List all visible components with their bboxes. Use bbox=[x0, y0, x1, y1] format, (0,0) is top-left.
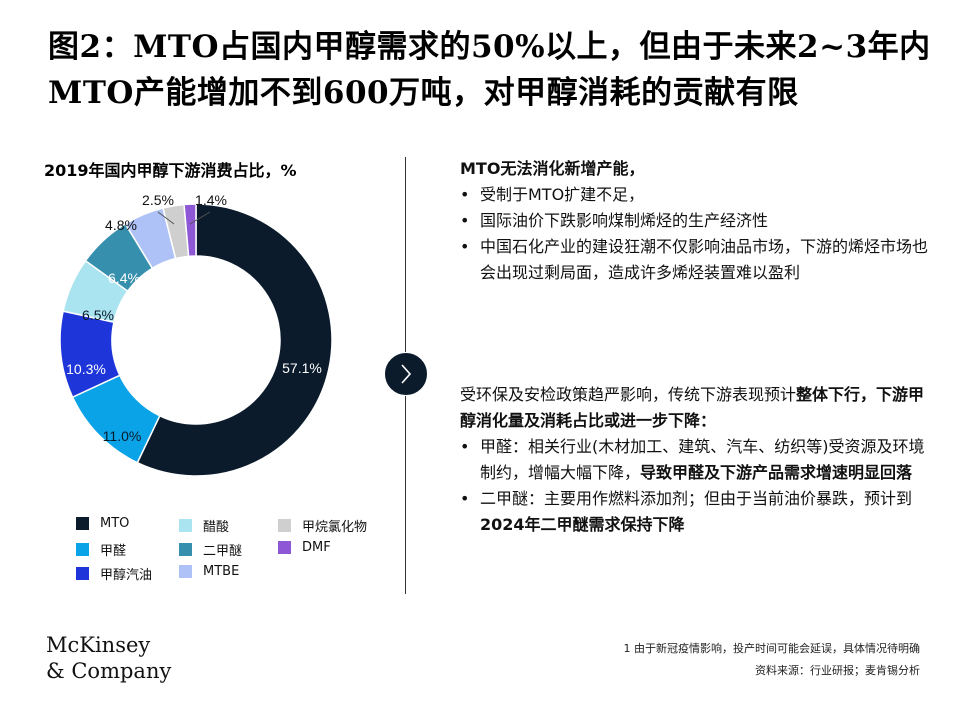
list-item: • 二甲醚：主要用作燃料添加剂；但由于当前油价暴跌，预计到2024年二甲醚需求保… bbox=[460, 489, 913, 534]
data-label-甲醛: 11.0% bbox=[103, 428, 142, 444]
legend-item: MTBE bbox=[179, 564, 239, 579]
leader-line bbox=[189, 211, 211, 225]
leader-line bbox=[157, 211, 175, 225]
data-label-MTO: 57.1% bbox=[282, 360, 322, 376]
footnote: 1 由于新冠疫情影响，投产时间可能会延误，具体情况待明确 资料来源：行业研报；麦… bbox=[624, 638, 921, 682]
legend-item: 甲醛 bbox=[76, 540, 126, 559]
legend-swatch bbox=[179, 543, 192, 556]
bullet-text: 中国石化产业的建设狂潮不仅影响油品市场，下游的烯烃市场也会出现过剩局面，造成许多… bbox=[480, 237, 929, 282]
legend-item: MTO bbox=[76, 516, 129, 531]
legend-label: 甲醛 bbox=[100, 544, 127, 559]
list-item: • 中国石化产业的建设狂潮不仅影响油品市场，下游的烯烃市场也会出现过剩局面，造成许… bbox=[460, 234, 930, 286]
block2-intro-plain: 受环保及安检政策趋严影响，传统下游表现预计 bbox=[460, 385, 797, 404]
chevron-right-icon bbox=[384, 352, 428, 396]
block2-intro-bold: 整体下行，下游甲醇消化量及消耗占比或进一步下降： bbox=[460, 385, 925, 430]
logo-line-2: & Company bbox=[46, 659, 172, 683]
bullet-text: 国际油价下跌影响煤制烯烃的生产经济性 bbox=[480, 211, 769, 230]
legend-item: DMF bbox=[278, 540, 331, 555]
list-item: • 国际油价下跌影响煤制烯烃的生产经济性 bbox=[460, 208, 930, 234]
page-title: 图2：MTO占国内甲醇需求的50%以上，但由于未来2~3年内MTO产能增加不到6… bbox=[48, 29, 931, 111]
data-label-MTBE: 4.8% bbox=[105, 217, 137, 233]
legend-item: 二甲醚 bbox=[179, 540, 242, 559]
legend-label: DMF bbox=[302, 540, 331, 555]
block1-heading: MTO无法消化新增产能， bbox=[460, 159, 645, 178]
legend-label: MTBE bbox=[203, 564, 240, 579]
data-label-甲烷氯化物: 2.5% bbox=[142, 192, 174, 208]
legend-swatch bbox=[76, 517, 89, 530]
bullet-text: 二甲醚：主要用作燃料添加剂；但由于当前油价暴跌，预计到 bbox=[480, 489, 913, 508]
data-label-DMF: 1.4% bbox=[195, 192, 227, 208]
donut-chart: 57.1% 11.0% 10.3% 6.5% 6.4% 4.8% 2.5% 1.4% bbox=[59, 192, 333, 477]
legend-label: 醋酸 bbox=[203, 520, 230, 535]
chart-title: 2019年国内甲醇下游消费占比，% bbox=[44, 161, 297, 180]
legend-swatch bbox=[179, 565, 192, 578]
data-label-甲醇汽油: 10.3% bbox=[66, 361, 106, 377]
slice-MTO bbox=[136, 203, 333, 477]
summary-block-1: MTO无法消化新增产能， • 受制于MTO扩建不足， • 国际油价下跌影响煤制烯烃的… bbox=[460, 156, 930, 286]
legend-label: 甲醇汽油 bbox=[100, 568, 153, 583]
legend-swatch bbox=[179, 519, 192, 532]
legend-item: 甲醇汽油 bbox=[76, 564, 152, 583]
legend-label: 二甲醚 bbox=[203, 544, 243, 559]
slice-DMF bbox=[183, 203, 197, 258]
legend-swatch bbox=[76, 543, 89, 556]
summary-block-2: 受环保及安检政策趋严影响，传统下游表现预计整体下行，下游甲醇消化量及消耗占比或进… bbox=[460, 382, 930, 538]
legend-swatch bbox=[278, 541, 291, 554]
legend-item: 甲烷氯化物 bbox=[278, 516, 367, 535]
legend-label: MTO bbox=[100, 516, 130, 531]
bullet-text: 甲醛：相关行业(木材加工、建筑、汽车、纺织等)受资源及环境制约，增幅大幅下降， bbox=[480, 437, 925, 482]
block2-intro: 受环保及安检政策趋严影响，传统下游表现预计整体下行，下游甲醇消化量及消耗占比或进… bbox=[460, 382, 930, 434]
list-item: • 甲醛：相关行业(木材加工、建筑、汽车、纺织等)受资源及环境制约，增幅大幅下降… bbox=[460, 437, 925, 482]
legend-label: 甲烷氯化物 bbox=[302, 520, 368, 535]
legend-item: 醋酸 bbox=[179, 516, 229, 535]
footnote-line-1: 1 由于新冠疫情影响，投产时间可能会延误，具体情况待明确 bbox=[623, 642, 921, 655]
data-label-醋酸: 6.5% bbox=[82, 307, 114, 323]
data-label-二甲醚: 6.4% bbox=[108, 270, 140, 286]
bullet-text: 受制于MTO扩建不足， bbox=[480, 185, 645, 204]
legend-swatch bbox=[278, 519, 291, 532]
logo-line-1: McKinsey bbox=[46, 633, 151, 657]
bullet-text-bold: 2024年二甲醚需求保持下降 bbox=[480, 515, 685, 534]
list-item: • 受制于MTO扩建不足， bbox=[460, 182, 930, 208]
bullet-text-bold: 导致甲醛及下游产品需求增速明显回落 bbox=[640, 463, 913, 482]
legend-swatch bbox=[76, 567, 89, 580]
mckinsey-logo: McKinsey & Company bbox=[46, 632, 171, 684]
source-note: 资料来源：行业研报；麦肯锡分析 bbox=[755, 664, 920, 677]
